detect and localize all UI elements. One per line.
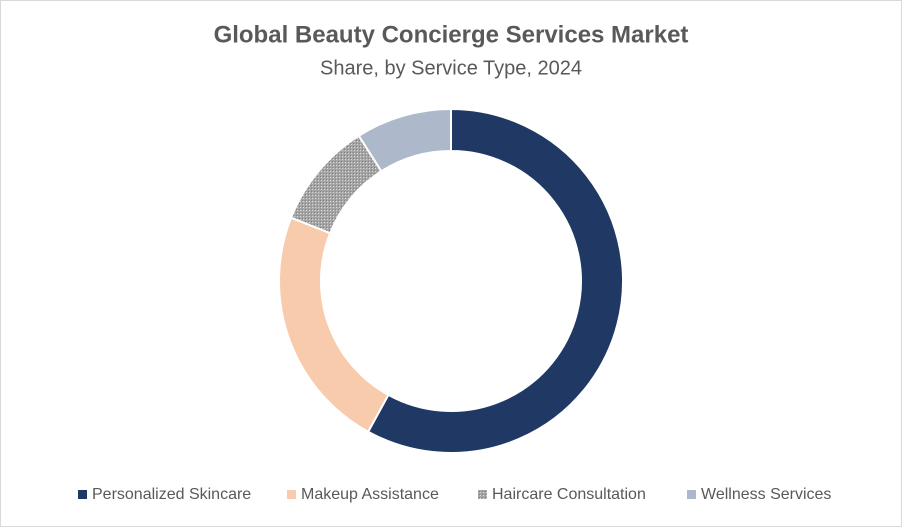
legend-swatch (78, 490, 87, 499)
legend-label: Personalized Skincare (92, 486, 251, 503)
chart-title: Global Beauty Concierge Services Market (214, 21, 689, 48)
legend-swatch (478, 490, 487, 499)
legend-label: Makeup Assistance (301, 486, 439, 503)
legend-label: Haircare Consultation (492, 486, 646, 503)
legend-swatch (687, 490, 696, 499)
legend-label: Wellness Services (701, 486, 831, 503)
donut-segment (366, 107, 624, 454)
chart-subtitle: Share, by Service Type, 2024 (320, 57, 582, 79)
legend-swatch (287, 490, 296, 499)
donut-segment (357, 107, 452, 173)
